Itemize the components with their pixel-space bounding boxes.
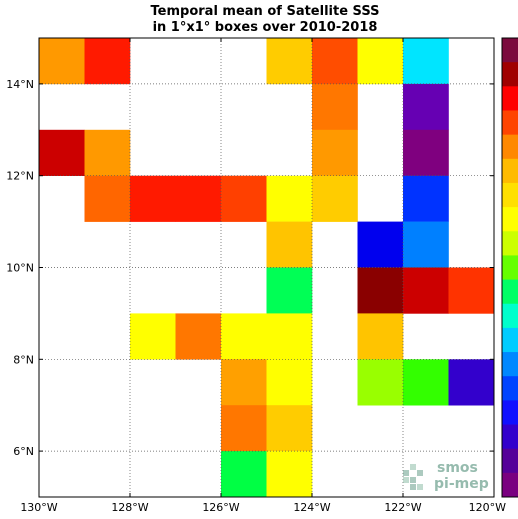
heatmap-cell (266, 221, 313, 268)
colorbar-segment (502, 279, 518, 305)
heatmap-cell (266, 267, 313, 314)
heatmap-cell (221, 175, 267, 222)
heatmap-cell (130, 313, 176, 360)
colorbar-segment (502, 231, 518, 256)
x-tick-label: 126°W (202, 501, 239, 514)
colorbar-segment (502, 110, 518, 136)
grid-lines (38, 38, 495, 497)
colorbar-segment (502, 62, 518, 87)
x-tick-label: 124°W (293, 501, 330, 514)
colorbar-segment (502, 448, 518, 474)
y-tick-label: 8°N (13, 353, 34, 366)
heatmap-cells (39, 38, 495, 498)
heatmap-cell (448, 267, 495, 314)
heatmap-cell (175, 313, 222, 360)
chart-title-line-1: Temporal mean of Satellite SSS (150, 4, 380, 19)
heatmap-cell (221, 451, 267, 498)
heatmap-cell (357, 221, 404, 268)
colorbar-segment (502, 376, 518, 401)
colorbar-segment (502, 303, 518, 329)
heatmap-cell (403, 129, 449, 176)
y-tick-label: 12°N (6, 170, 34, 183)
colorbar-segment (502, 352, 518, 377)
y-tick-label: 14°N (6, 78, 34, 91)
colorbar-segment (502, 424, 518, 450)
logo-line-1: smos (437, 460, 478, 476)
y-tick-label: 10°N (6, 262, 34, 275)
colorbar-frame (501, 37, 518, 498)
heatmap-cell (84, 129, 131, 176)
heatmap-cell (175, 175, 222, 222)
heatmap-cell (403, 38, 449, 85)
heatmap-cell (403, 359, 449, 406)
heatmap-cell (39, 38, 85, 85)
heatmap-cell (266, 175, 313, 222)
colorbar-segment (502, 182, 518, 208)
heatmap-cell (266, 313, 313, 360)
logo-line-2: pi-mep (434, 476, 489, 492)
colorbar (501, 37, 518, 498)
heatmap-cell (130, 175, 176, 222)
colorbar-segment (502, 134, 518, 160)
heatmap-cell (312, 38, 358, 85)
heatmap-cell (221, 405, 267, 452)
logo-icon (403, 464, 423, 490)
heatmap-cell (357, 359, 404, 406)
colorbar-segment (502, 207, 518, 232)
colorbar-segment (502, 400, 518, 425)
colorbar-segment (502, 158, 518, 184)
colorbar-segment (502, 327, 518, 353)
colorbar-segment (502, 472, 518, 498)
heatmap-cell (266, 405, 313, 452)
heatmap-cell (357, 38, 404, 85)
heatmap-cell (266, 451, 313, 498)
heatmap-cell (312, 129, 358, 176)
heatmap-cell (403, 83, 449, 131)
colorbar-segment (502, 86, 518, 111)
heatmap-cell (84, 175, 131, 222)
y-tick-label: 6°N (13, 445, 34, 458)
heatmap-cell (221, 359, 267, 406)
chart-title-line-2: in 1°x1° boxes over 2010-2018 (152, 20, 378, 35)
heatmap-cell (221, 313, 267, 360)
colorbar-segment (502, 255, 518, 280)
heatmap-cell (448, 359, 495, 406)
x-tick-label: 122°W (384, 501, 421, 514)
heatmap-cell (357, 313, 404, 360)
heatmap-cell (266, 359, 313, 406)
heatmap-cell (403, 175, 449, 222)
heatmap-cell (403, 221, 449, 268)
x-tick-label: 120°W (469, 501, 506, 514)
heatmap-cell (312, 175, 358, 222)
heatmap-cell (403, 267, 449, 314)
smos-pi-mep-logo: smos pi-mep (403, 460, 489, 492)
heatmap-cell (266, 38, 313, 85)
x-tick-label: 128°W (111, 501, 148, 514)
heatmap-cell (39, 129, 85, 176)
x-tick-label: 130°W (20, 501, 57, 514)
colorbar-segment (502, 38, 518, 63)
heatmap-cell (357, 267, 404, 314)
heatmap-cell (312, 83, 358, 131)
axis-ticks: 130°W 128°W 126°W 124°W 122°W 120°W 6°N 8°N 10°N… (6, 38, 506, 514)
heatmap-cell (84, 38, 131, 85)
